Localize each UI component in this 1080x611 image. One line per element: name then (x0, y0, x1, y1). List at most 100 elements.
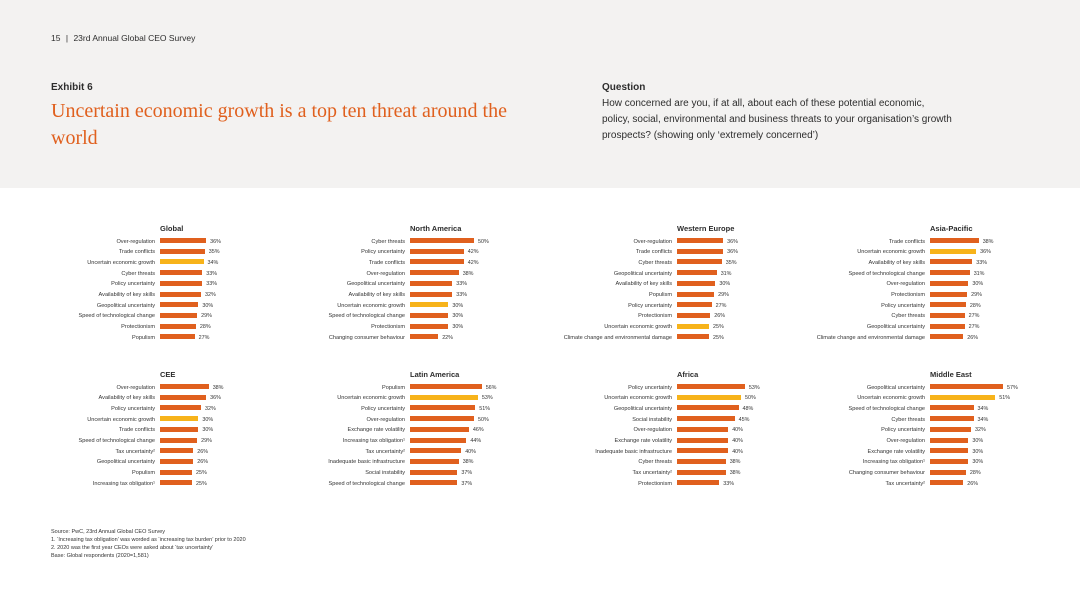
category-label: Protectionism (371, 324, 405, 331)
category-label: Protectionism (121, 324, 155, 331)
bar (677, 291, 715, 297)
bar-value-label: 34% (977, 416, 989, 423)
bar (930, 302, 966, 308)
bar-value-label: 37% (461, 480, 473, 487)
bar (160, 238, 207, 243)
bar-value-label: 33% (206, 281, 218, 288)
bar-value-label: 25% (713, 324, 724, 331)
bar-value-label: 27% (968, 324, 980, 331)
bar (930, 384, 1003, 389)
bar (930, 334, 964, 340)
category-label: Uncertain economic growth (604, 395, 672, 402)
bar-value-label: 38% (729, 470, 741, 477)
bar-value-label: 36% (210, 395, 221, 402)
bar (930, 259, 973, 265)
bar-value-label: 56% (485, 384, 497, 391)
bar-value-label: 28% (969, 470, 981, 477)
bar-value-label: 42% (467, 259, 479, 266)
bar-value-label: 29% (971, 292, 982, 298)
category-label: Uncertain economic growth (857, 395, 925, 402)
bar (677, 238, 724, 243)
bar (160, 248, 205, 254)
category-label: Over-regulation (366, 270, 405, 277)
bar-value-label: 53% (481, 395, 493, 402)
exhibit-label: Exhibit 6 (51, 82, 93, 93)
category-label: Trade conflicts (635, 249, 672, 256)
bar (410, 334, 439, 340)
bar-value-label: 33% (206, 270, 218, 277)
bar-value-label: 50% (478, 416, 489, 423)
bar (930, 480, 964, 486)
category-label: Policy uncertainty (111, 281, 155, 288)
bar (410, 259, 464, 265)
bar (677, 480, 720, 486)
category-label: Changing consumer behaviour (848, 470, 925, 477)
bar (677, 458, 726, 464)
bar-highlighted (160, 259, 204, 265)
bar-value-label: 51% (999, 395, 1011, 402)
bar-value-label: 25% (196, 470, 207, 477)
bar (930, 291, 968, 297)
bar-highlighted (410, 302, 449, 308)
bar (160, 469, 192, 475)
category-label: Trade conflicts (368, 259, 405, 266)
bar-value-label: 33% (723, 480, 735, 487)
source-note: Source: PwC, 23rd Annual Global CEO Surv… (51, 529, 166, 535)
category-label: Cyber threats (638, 459, 672, 466)
category-label: Availability of key skills (348, 292, 405, 298)
category-label: Uncertain economic growth (87, 259, 155, 266)
report-title: 23rd Annual Global CEO Survey (73, 33, 196, 43)
category-label: Over-regulation (633, 238, 672, 245)
bar-value-label: 30% (972, 281, 984, 288)
bar (677, 280, 716, 286)
bar-value-label: 44% (470, 438, 482, 444)
bar (410, 270, 459, 276)
bar-value-label: 38% (212, 384, 224, 391)
bar (160, 480, 192, 486)
page-title: Uncertain economic growth is a top ten t… (51, 100, 507, 149)
category-label: Cyber threats (121, 270, 155, 277)
bar (930, 416, 974, 422)
category-label: Protectionism (891, 292, 925, 298)
bar-value-label: 22% (442, 334, 453, 341)
category-label: Policy uncertainty (628, 302, 672, 309)
bar-value-label: 26% (197, 459, 209, 466)
category-label: Inadequate basic infrastructure (328, 459, 405, 466)
bar (677, 248, 724, 254)
bar (930, 323, 965, 329)
category-label: Geopolitical uncertainty (96, 459, 155, 466)
category-label: Increasing tax obligation¹ (342, 438, 405, 444)
category-label: Cyber threats (638, 259, 672, 266)
category-label: Protectionism (638, 313, 672, 320)
bar-value-label: 38% (462, 459, 474, 466)
bar (930, 270, 970, 276)
category-label: Geopolitical uncertainty (96, 302, 155, 309)
bar (930, 469, 966, 475)
bar (677, 405, 739, 411)
bar (410, 458, 459, 464)
bar (410, 469, 458, 475)
bar-value-label: 34% (977, 405, 989, 412)
bar-value-label: 27% (715, 302, 727, 309)
bar-value-label: 28% (969, 302, 981, 309)
category-label: Inadequate basic infrastructure (595, 448, 672, 455)
chart-title: Western Europe (677, 224, 735, 233)
category-label: Cyber threats (891, 313, 925, 320)
bar (677, 270, 717, 276)
category-label: Geopolitical uncertainty (346, 281, 405, 288)
bar-value-label: 33% (456, 281, 468, 288)
category-label: Over-regulation (116, 238, 155, 245)
bar-highlighted (677, 323, 709, 329)
footnote-1: 1. ‘Increasing tax obligation’ was worde… (51, 537, 246, 543)
bar-value-label: 46% (472, 427, 484, 434)
bar (160, 323, 196, 329)
category-label: Tax uncertainty² (115, 448, 155, 455)
bar (160, 291, 201, 297)
bar-value-label: 32% (205, 405, 216, 412)
chart-title: Asia-Pacific (930, 224, 973, 233)
chart-title: Middle East (930, 370, 972, 379)
bar (410, 416, 474, 422)
bar-value-label: 30% (972, 438, 984, 444)
category-label: Populism (381, 384, 405, 391)
